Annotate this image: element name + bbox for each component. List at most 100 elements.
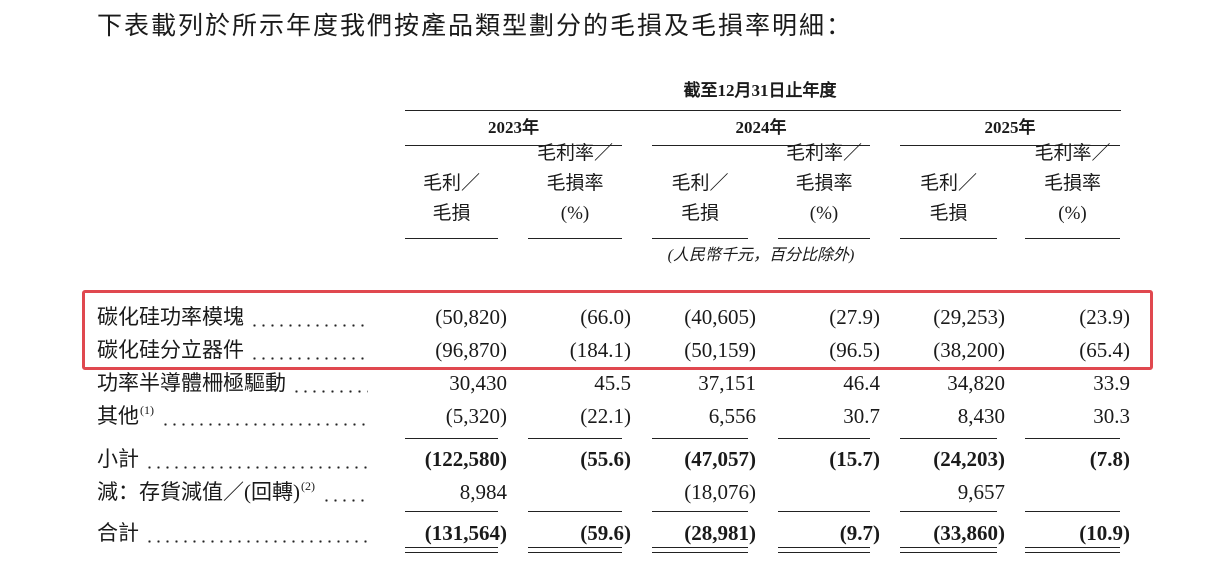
- rule: [900, 511, 997, 512]
- column-header: 毛利率／: [536, 143, 613, 164]
- unit-note: (人民幣千元，百分比除外): [667, 247, 855, 264]
- cell: (122,580): [424, 447, 507, 471]
- cell: 8,430: [957, 404, 1005, 428]
- leader-dots: [292, 390, 368, 393]
- cell: (47,057): [684, 447, 756, 471]
- cell: (38,200): [933, 338, 1005, 362]
- row-label: 碳化硅分立器件: [97, 338, 244, 362]
- column-header: 毛損率: [1043, 173, 1101, 194]
- cell: (96,870): [435, 338, 507, 362]
- rule: [528, 547, 622, 548]
- column-header: 毛利／: [919, 173, 977, 194]
- rule: [652, 438, 748, 439]
- row-label: 功率半導體柵極驅動: [97, 371, 286, 395]
- cell: 37,151: [698, 371, 756, 395]
- column-header: 毛利／: [671, 173, 729, 194]
- column-header: 毛損: [680, 203, 719, 224]
- rule: [652, 511, 748, 512]
- cell: 30,430: [449, 371, 507, 395]
- rule: [1025, 511, 1120, 512]
- rule: [900, 238, 997, 239]
- rule: [900, 552, 997, 553]
- cell: 34,820: [947, 371, 1005, 395]
- cell: (18,076): [684, 480, 756, 504]
- cell: 30.3: [1093, 404, 1130, 428]
- row-label: 減：存貨減值／(回轉): [97, 480, 300, 504]
- cell: 33.9: [1093, 371, 1130, 395]
- cell: (5,320): [445, 404, 507, 428]
- year-header: 2024年: [735, 118, 787, 137]
- rule: [778, 547, 870, 548]
- rule: [900, 145, 1120, 146]
- rule: [652, 145, 870, 146]
- cell: (55.6): [580, 447, 631, 471]
- cell: (28,981): [684, 521, 756, 545]
- cell: (65.4): [1079, 338, 1130, 362]
- cell: 8,984: [459, 480, 507, 504]
- cell: (66.0): [580, 305, 631, 329]
- rule: [778, 438, 870, 439]
- rule: [1025, 547, 1120, 548]
- year-header: 2023年: [488, 118, 539, 137]
- rule: [652, 552, 748, 553]
- intro: 下表載列於所示年度我們按產品類型劃分的毛損及毛損率明細：: [97, 13, 854, 40]
- cell: 9,657: [957, 480, 1005, 504]
- rule: [652, 547, 748, 548]
- column-header: 毛損率: [795, 173, 853, 194]
- cell: (96.5): [829, 338, 880, 362]
- cell: 30.7: [843, 404, 880, 428]
- column-header: (%): [1058, 203, 1087, 224]
- cell: (23.9): [1079, 305, 1130, 329]
- rule: [405, 438, 498, 439]
- leader-dots: [250, 324, 368, 327]
- rule: [1025, 238, 1120, 239]
- column-header: 毛利率／: [785, 143, 862, 164]
- cell: (59.6): [580, 521, 631, 545]
- rule: [528, 552, 622, 553]
- cell: (22.1): [580, 404, 631, 428]
- cell: 45.5: [594, 371, 631, 395]
- leader-dots: [322, 499, 368, 502]
- cell: (40,605): [684, 305, 756, 329]
- rule: [405, 145, 622, 146]
- rule: [1025, 438, 1120, 439]
- column-header: 毛損率: [546, 173, 604, 194]
- cell: (27.9): [829, 305, 880, 329]
- cell: (10.9): [1079, 521, 1130, 545]
- cell: (50,820): [435, 305, 507, 329]
- leader-dots: [145, 466, 368, 469]
- footnote-ref: (2): [301, 479, 315, 493]
- cell: (29,253): [933, 305, 1005, 329]
- column-header: (%): [560, 203, 590, 224]
- row-label: 碳化硅功率模塊: [97, 305, 244, 329]
- rule: [528, 438, 622, 439]
- rule: [900, 438, 997, 439]
- highlight-box: [82, 290, 1153, 370]
- cell: (24,203): [933, 447, 1005, 471]
- rule: [405, 110, 1121, 111]
- cell: 6,556: [708, 404, 756, 428]
- footnote-ref: (1): [140, 403, 154, 417]
- cell: 46.4: [843, 371, 880, 395]
- rule: [405, 547, 498, 548]
- rule: [778, 552, 870, 553]
- rule: [778, 238, 870, 239]
- rule: [900, 547, 997, 548]
- rule: [528, 238, 622, 239]
- cell: (184.1): [569, 338, 631, 362]
- rule: [405, 552, 498, 553]
- rule: [1025, 552, 1120, 553]
- cell: (9.7): [839, 521, 880, 545]
- row-label: 其他: [97, 404, 139, 428]
- rule: [405, 511, 498, 512]
- leader-dots: [161, 423, 368, 426]
- column-header: 毛利率／: [1034, 143, 1111, 164]
- rule: [652, 238, 748, 239]
- year-header: 2025年: [984, 118, 1036, 137]
- leader-dots: [145, 540, 368, 543]
- column-header: 毛損: [929, 203, 968, 224]
- rule: [528, 511, 622, 512]
- column-header: (%): [809, 203, 839, 224]
- cell: (50,159): [684, 338, 756, 362]
